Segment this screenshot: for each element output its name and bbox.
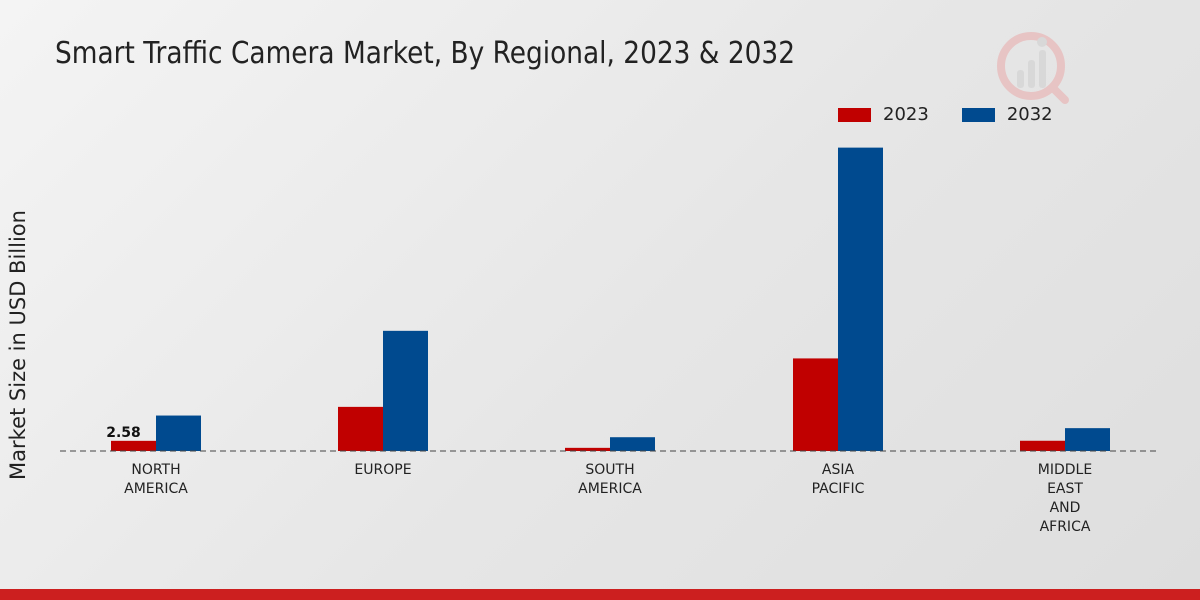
bar-2032-south-america xyxy=(610,437,655,451)
legend-item-2023: 2023 xyxy=(838,104,929,125)
x-tick-label-north-america: NORTH AMERICA xyxy=(124,462,188,497)
bar-2032-europe xyxy=(383,330,428,451)
legend: 2023 2032 xyxy=(838,104,1086,125)
x-tick-label-middle-east-and-africa: MIDDLE EAST AND AFRICA xyxy=(1038,462,1092,535)
legend-label-2032: 2032 xyxy=(1006,104,1053,125)
footer-bar xyxy=(0,589,1200,600)
legend-swatch-2032 xyxy=(961,107,995,122)
bar-2032-asia-pacific xyxy=(838,147,883,451)
x-tick-label-asia-pacific: ASIA PACIFIC xyxy=(812,462,865,497)
bar-2023-europe xyxy=(338,406,383,451)
bar-2023-asia-pacific xyxy=(793,358,838,451)
data-label-2.58: 2.58 xyxy=(106,425,141,441)
bar-2023-middle-east-and-africa xyxy=(1020,440,1065,451)
legend-label-2023: 2023 xyxy=(883,104,929,125)
brand-logo-icon xyxy=(997,32,1069,104)
bar-2032-north-america xyxy=(156,415,201,451)
legend-swatch-2023 xyxy=(838,107,871,122)
legend-item-2032: 2032 xyxy=(961,104,1053,125)
chart-title: Smart Traffic Camera Market, By Regional… xyxy=(55,36,796,71)
x-tick-label-europe: EUROPE xyxy=(354,462,411,478)
bar-2023-south-america xyxy=(565,447,610,451)
bar-2032-middle-east-and-africa xyxy=(1065,428,1110,451)
bar-2023-north-america xyxy=(111,440,156,451)
x-tick-label-south-america: SOUTH AMERICA xyxy=(578,462,642,497)
